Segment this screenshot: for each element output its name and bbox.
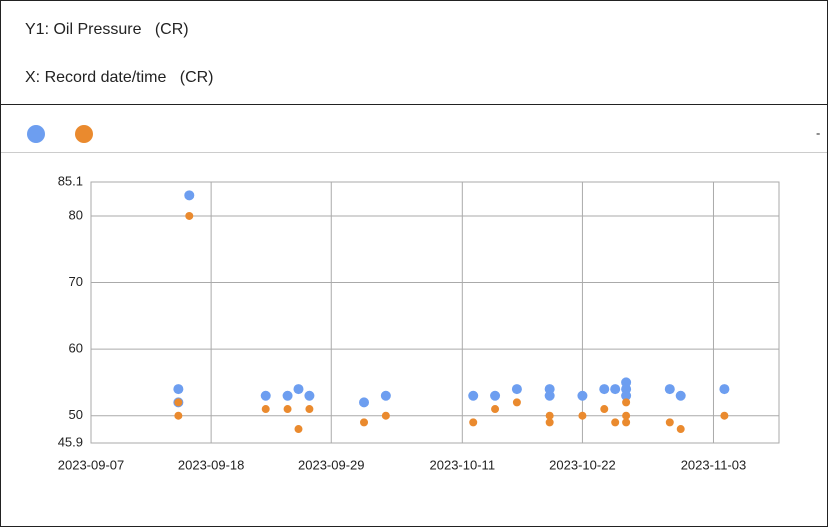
point — [611, 418, 620, 427]
point — [282, 390, 293, 401]
point — [544, 390, 555, 401]
point — [622, 398, 631, 407]
y-tick-label: 50 — [69, 407, 83, 422]
point — [468, 390, 479, 401]
y-axis-field[interactable]: Y1: Oil Pressure (CR) — [25, 21, 189, 38]
point — [491, 405, 500, 414]
divider — [1, 152, 827, 153]
point — [622, 418, 631, 427]
y-tick-label: 85.1 — [58, 173, 83, 188]
point — [675, 390, 686, 401]
point — [719, 384, 730, 395]
point — [174, 398, 183, 407]
point — [293, 384, 304, 395]
point — [283, 405, 292, 414]
x-axis-field[interactable]: X: Record date/time (CR) — [25, 69, 214, 86]
legend-swatch — [27, 125, 45, 143]
point — [490, 390, 501, 401]
point — [577, 390, 588, 401]
x-tick-label: 2023-09-18 — [178, 457, 245, 472]
point — [261, 405, 270, 414]
x-tick-label: 2023-09-29 — [298, 457, 365, 472]
point — [173, 384, 184, 395]
point — [720, 411, 729, 420]
point — [665, 418, 674, 427]
point — [174, 411, 183, 420]
point — [621, 390, 632, 401]
divider — [1, 104, 827, 105]
point — [260, 390, 271, 401]
point — [184, 190, 195, 201]
point — [676, 425, 685, 434]
point — [578, 411, 587, 420]
x-tick-label: 2023-11-03 — [681, 457, 747, 472]
y-tick-label: 60 — [69, 341, 83, 356]
point — [360, 418, 369, 427]
point — [599, 384, 610, 395]
point — [511, 384, 522, 395]
point — [512, 398, 521, 407]
point — [359, 397, 370, 408]
point — [545, 418, 554, 427]
x-tick-label: 2023-10-11 — [430, 457, 496, 472]
x-tick-label: 2023-09-07 — [58, 457, 125, 472]
point — [664, 384, 675, 395]
point — [304, 390, 315, 401]
point — [305, 405, 314, 414]
point — [381, 411, 390, 420]
x-tick-label: 2023-10-22 — [549, 457, 616, 472]
y-tick-label: 80 — [69, 207, 83, 222]
point — [469, 418, 478, 427]
legend-swatch — [75, 125, 93, 143]
point — [610, 384, 621, 395]
y-tick-label: 45.9 — [58, 434, 83, 449]
point — [545, 411, 554, 420]
point — [600, 405, 609, 414]
point — [380, 390, 391, 401]
plot-frame — [90, 181, 780, 444]
point — [294, 425, 303, 434]
y-tick-label: 70 — [69, 274, 83, 289]
legend-menu[interactable]: - — [816, 125, 820, 140]
point — [185, 211, 194, 220]
point — [622, 411, 631, 420]
